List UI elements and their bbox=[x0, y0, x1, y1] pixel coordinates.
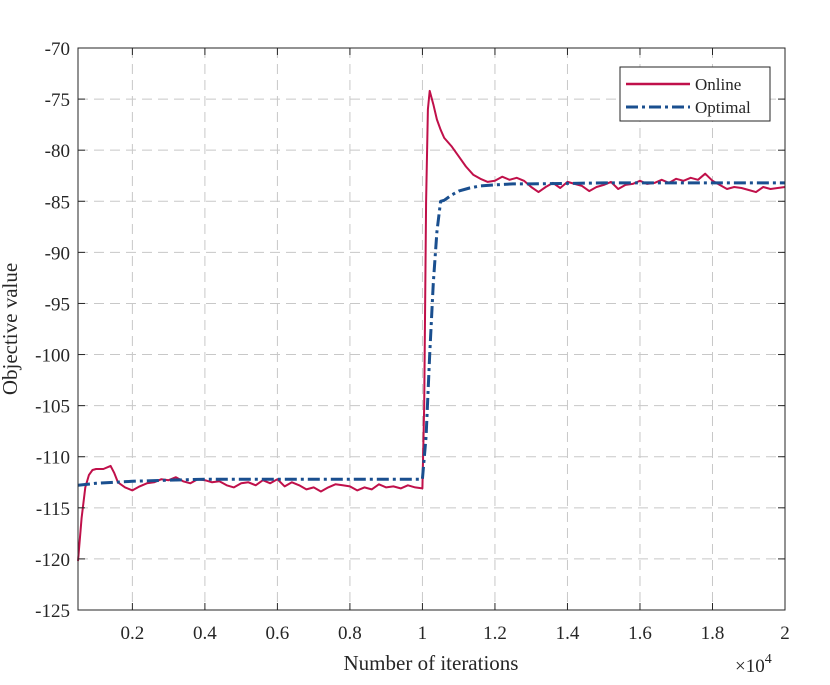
y-tick-label: -120 bbox=[35, 550, 70, 571]
x-tick-label: 1.8 bbox=[701, 623, 725, 644]
x-tick-labels: 0.2 0.4 0.6 0.8 1 1.2 1.4 1.6 1.8 2 bbox=[121, 623, 790, 644]
x-tick-label: 0.6 bbox=[266, 623, 290, 644]
y-tick-label: -115 bbox=[36, 499, 70, 520]
x-tick-label: 1.4 bbox=[556, 623, 580, 644]
x-tick-label: 1.2 bbox=[483, 623, 507, 644]
legend-label-optimal: Optimal bbox=[695, 98, 751, 117]
x-tick-label: 0.2 bbox=[121, 623, 145, 644]
y-tick-label: -110 bbox=[36, 448, 70, 469]
x-tick-label: 0.4 bbox=[193, 623, 217, 644]
legend-box bbox=[619, 66, 771, 122]
series-lines bbox=[77, 89, 786, 562]
y-tick-label: -100 bbox=[35, 346, 70, 367]
x-multiplier-base: ×10 bbox=[735, 656, 765, 677]
y-tick-label: -125 bbox=[35, 601, 70, 622]
y-tick-labels: -125 -120 -115 -110 -105 -100 -95 -90 -85 -80 -75 -… bbox=[35, 39, 70, 622]
x-tick-label: 1.6 bbox=[628, 623, 652, 644]
x-tick-label: 2 bbox=[780, 623, 790, 644]
x-multiplier-label: ×104 bbox=[735, 652, 772, 677]
ticks bbox=[78, 47, 786, 611]
plot-background bbox=[78, 48, 785, 610]
x-tick-label: 1 bbox=[418, 623, 428, 644]
y-tick-label: -90 bbox=[45, 243, 70, 264]
y-tick-label: -85 bbox=[45, 192, 70, 213]
x-axis-label: Number of iterations bbox=[344, 651, 519, 675]
series-line-optimal bbox=[77, 181, 785, 487]
plot-frame bbox=[77, 47, 786, 611]
y-tick-label: -95 bbox=[45, 294, 70, 315]
legend: Online Optimal bbox=[619, 66, 771, 122]
y-axis-label: Objective value bbox=[0, 263, 22, 395]
y-tick-label: -105 bbox=[35, 397, 70, 418]
legend-label-online: Online bbox=[695, 75, 741, 94]
y-tick-label: -75 bbox=[45, 90, 70, 111]
x-tick-label: 0.8 bbox=[338, 623, 362, 644]
y-tick-label: -80 bbox=[45, 141, 70, 162]
x-multiplier-exp: 4 bbox=[765, 652, 772, 667]
y-tick-label: -70 bbox=[45, 39, 70, 60]
